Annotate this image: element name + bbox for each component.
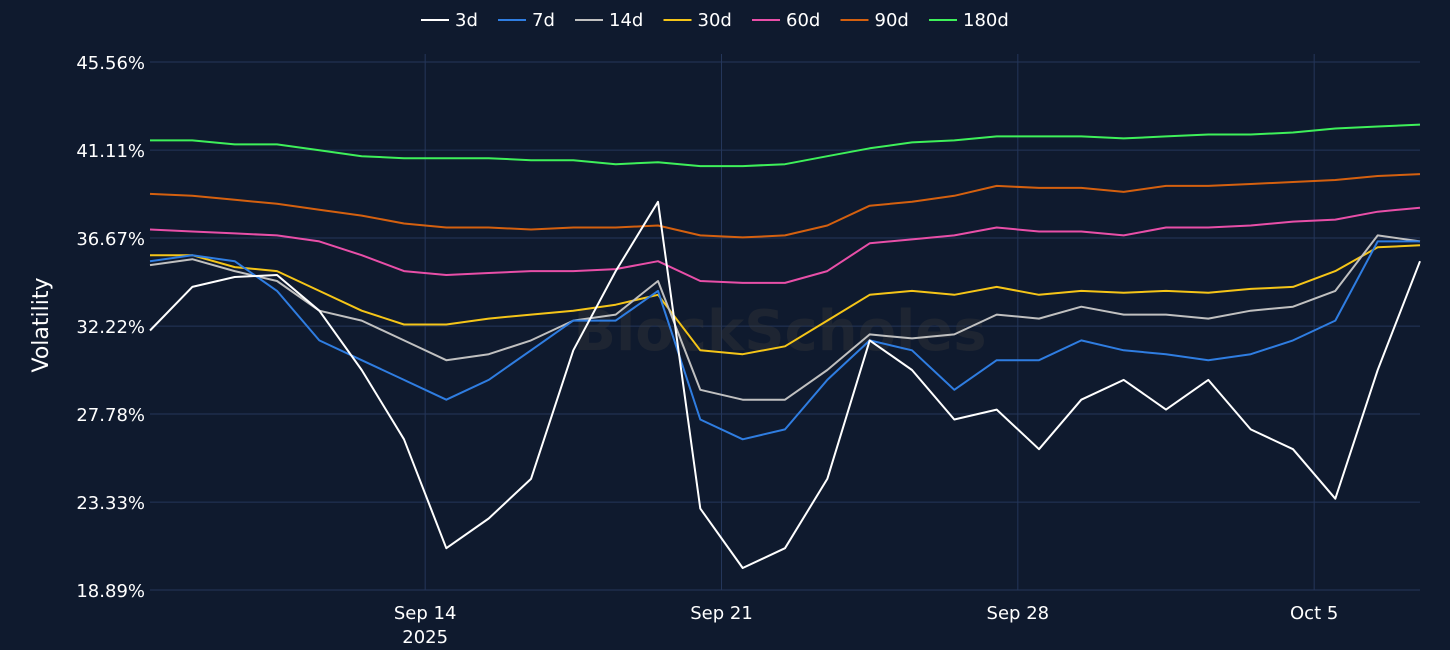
x-tick-label: Sep 14 [394, 603, 457, 624]
y-tick-label: 36.67% [76, 229, 145, 250]
legend-label-7d: 7d [532, 10, 555, 31]
legend-label-30d: 30d [698, 10, 732, 31]
series-lines [149, 123, 1421, 569]
series-line-7d [149, 240, 1420, 441]
y-tick-label: 45.56% [76, 53, 145, 74]
series-line-90d [149, 173, 1421, 239]
x-tick-label: Sep 21 [690, 603, 753, 624]
legend-label-14d: 14d [609, 10, 643, 31]
x-tick-label: Sep 28 [987, 603, 1050, 624]
legend: 3d 7d 14d 30d 60d 90d 180d [421, 10, 1009, 31]
x-tick-label: Oct 5 [1290, 603, 1338, 624]
grid-lines [150, 54, 1420, 591]
y-tick-label: 23.33% [76, 493, 145, 514]
y-tick-label: 18.89% [76, 581, 145, 602]
y-axis-ticks: 18.89% 23.33% 27.78% 32.22% 36.67% 41.11% 45.5… [76, 53, 145, 602]
watermark: BlockScholes [573, 299, 986, 364]
series-line-180d [150, 123, 1421, 168]
legend-label-60d: 60d [786, 10, 820, 31]
legend-label-90d: 90d [875, 10, 909, 31]
series-line-30d [150, 244, 1421, 356]
series-line-3d [149, 200, 1421, 569]
legend-label-180d: 180d [963, 10, 1009, 31]
series-line-14d [149, 234, 1421, 401]
y-tick-label: 32.22% [76, 317, 145, 338]
legend-label-3d: 3d [455, 10, 478, 31]
y-tick-label: 41.11% [76, 141, 145, 162]
y-axis-title: Volatility [29, 277, 54, 372]
x-axis-ticks: Sep 14 2025 Sep 21 Sep 28 Oct 5 [394, 603, 1338, 648]
x-tick-sublabel: 2025 [402, 627, 448, 648]
y-tick-label: 27.78% [76, 405, 145, 426]
series-line-60d [149, 206, 1421, 284]
